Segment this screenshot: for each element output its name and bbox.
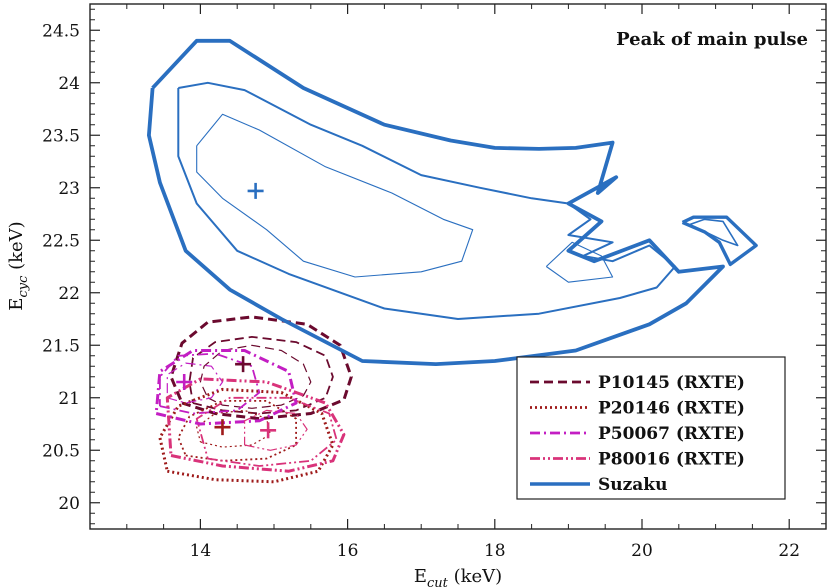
- contour-line: [177, 81, 677, 320]
- y-tick-label: 21.5: [42, 336, 80, 356]
- x-tick-label: 18: [484, 541, 506, 561]
- x-tick-label: 16: [337, 541, 359, 561]
- annotation-label: Peak of main pulse: [616, 29, 808, 50]
- contour-line: [158, 387, 335, 484]
- y-tick-label: 24: [58, 74, 80, 94]
- y-axis-label-unit: (keV): [6, 221, 27, 275]
- contour-line: [166, 362, 224, 404]
- contour-line: [244, 409, 308, 451]
- best-fit-marker: [214, 419, 231, 436]
- legend-label: P80016 (RXTE): [598, 450, 745, 470]
- contour-line: [199, 344, 312, 409]
- y-ticks: 20 20.5 21 21.5 22 22.5 23 23.5 24 24.5: [42, 8, 826, 525]
- x-axis-label-sub: cut: [427, 576, 449, 588]
- x-tick-label: 22: [778, 541, 800, 561]
- legend-entry: P50067 (RXTE): [530, 424, 745, 444]
- y-tick-label: 22: [58, 284, 80, 304]
- contour-line: [196, 113, 474, 278]
- x-ticks: 14 16 18 20 22: [89, 4, 827, 561]
- y-tick-label: 24.5: [42, 21, 80, 41]
- contour-line: [195, 396, 338, 467]
- best-fit-marker: [260, 422, 277, 439]
- x-axis-label: Ecut (keV): [414, 566, 502, 588]
- x-tick-label: 14: [190, 541, 212, 561]
- contour-layer: [146, 38, 758, 484]
- y-axis-label: Ecyc (keV): [6, 221, 31, 310]
- contour-line: [169, 315, 353, 421]
- legend: P10145 (RXTE) P20146 (RXTE) P50067 (RXTE) P…: [516, 356, 786, 500]
- best-fit-marker: [247, 182, 264, 199]
- legend-entries: P10145 (RXTE) P20146 (RXTE) P50067 (RXTE) P…: [530, 373, 745, 495]
- legend-label: P10145 (RXTE): [598, 373, 745, 393]
- y-tick-label: 23.5: [42, 126, 80, 146]
- x-tick-label: 20: [631, 541, 653, 561]
- contour-line: [681, 215, 758, 267]
- contour-line: [188, 335, 334, 415]
- contour-line: [689, 218, 739, 247]
- legend-label: Suzaku: [598, 475, 667, 495]
- contour-line: [165, 377, 346, 473]
- contour-line: [154, 349, 298, 426]
- legend-entry: Suzaku: [530, 475, 667, 495]
- legend-label: P20146 (RXTE): [598, 399, 745, 419]
- contour-line: [158, 352, 261, 415]
- y-tick-label: 23: [58, 179, 80, 199]
- contour-line: [146, 38, 725, 367]
- contour-line: [545, 241, 614, 283]
- y-axis-label-main: E: [6, 298, 27, 311]
- x-axis-label-unit: (keV): [448, 566, 502, 587]
- x-axis-label-main: E: [414, 566, 427, 587]
- best-fit-marker: [176, 374, 193, 390]
- y-tick-label: 21: [58, 389, 80, 409]
- y-tick-label: 20.5: [42, 441, 80, 461]
- legend-label: P50067 (RXTE): [598, 424, 745, 444]
- y-tick-label: 22.5: [42, 231, 80, 251]
- legend-entry: P20146 (RXTE): [530, 399, 745, 419]
- y-tick-label: 20: [58, 494, 80, 514]
- legend-entry: P10145 (RXTE): [530, 373, 745, 393]
- best-fit-marker: [235, 356, 252, 373]
- legend-entry: P80016 (RXTE): [530, 450, 745, 470]
- contour-line: [196, 409, 271, 448]
- y-axis-label-sub: cyc: [16, 275, 31, 298]
- marker-layer: [176, 182, 277, 439]
